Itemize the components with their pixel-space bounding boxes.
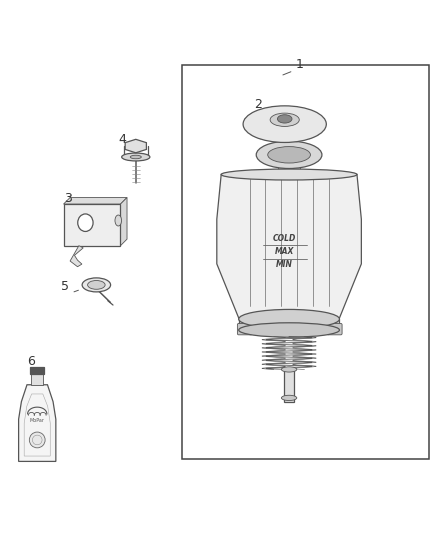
Text: MIN: MIN xyxy=(276,260,293,269)
Text: 5: 5 xyxy=(61,280,69,293)
Circle shape xyxy=(29,432,45,448)
Bar xyxy=(239,319,339,330)
Ellipse shape xyxy=(239,310,339,329)
Text: MAX: MAX xyxy=(275,247,294,256)
Ellipse shape xyxy=(122,153,150,161)
Ellipse shape xyxy=(115,215,121,226)
Ellipse shape xyxy=(256,141,322,168)
Ellipse shape xyxy=(281,395,297,400)
Bar xyxy=(30,367,45,374)
Text: COLD: COLD xyxy=(273,233,297,243)
Bar xyxy=(284,369,294,402)
Text: 4: 4 xyxy=(119,133,127,146)
Polygon shape xyxy=(70,246,83,266)
Ellipse shape xyxy=(88,280,105,289)
FancyBboxPatch shape xyxy=(237,324,252,335)
Text: 1: 1 xyxy=(296,58,304,71)
Ellipse shape xyxy=(221,169,357,180)
Ellipse shape xyxy=(130,155,141,159)
Ellipse shape xyxy=(243,106,326,142)
Polygon shape xyxy=(18,385,56,462)
Polygon shape xyxy=(125,139,146,153)
Bar xyxy=(31,374,43,385)
Bar xyxy=(278,163,300,174)
Polygon shape xyxy=(217,174,361,324)
Ellipse shape xyxy=(277,115,292,123)
Text: 3: 3 xyxy=(64,192,72,205)
FancyBboxPatch shape xyxy=(327,324,342,335)
Text: MoPar: MoPar xyxy=(30,418,45,423)
Ellipse shape xyxy=(78,214,93,231)
FancyBboxPatch shape xyxy=(64,204,120,246)
Text: 6: 6 xyxy=(28,356,35,368)
Ellipse shape xyxy=(281,367,297,372)
Ellipse shape xyxy=(82,278,110,292)
Ellipse shape xyxy=(270,113,299,126)
Polygon shape xyxy=(64,198,127,204)
Ellipse shape xyxy=(239,323,339,337)
Bar xyxy=(182,65,429,459)
Text: 2: 2 xyxy=(254,98,262,111)
Polygon shape xyxy=(120,198,127,246)
Ellipse shape xyxy=(268,147,311,163)
